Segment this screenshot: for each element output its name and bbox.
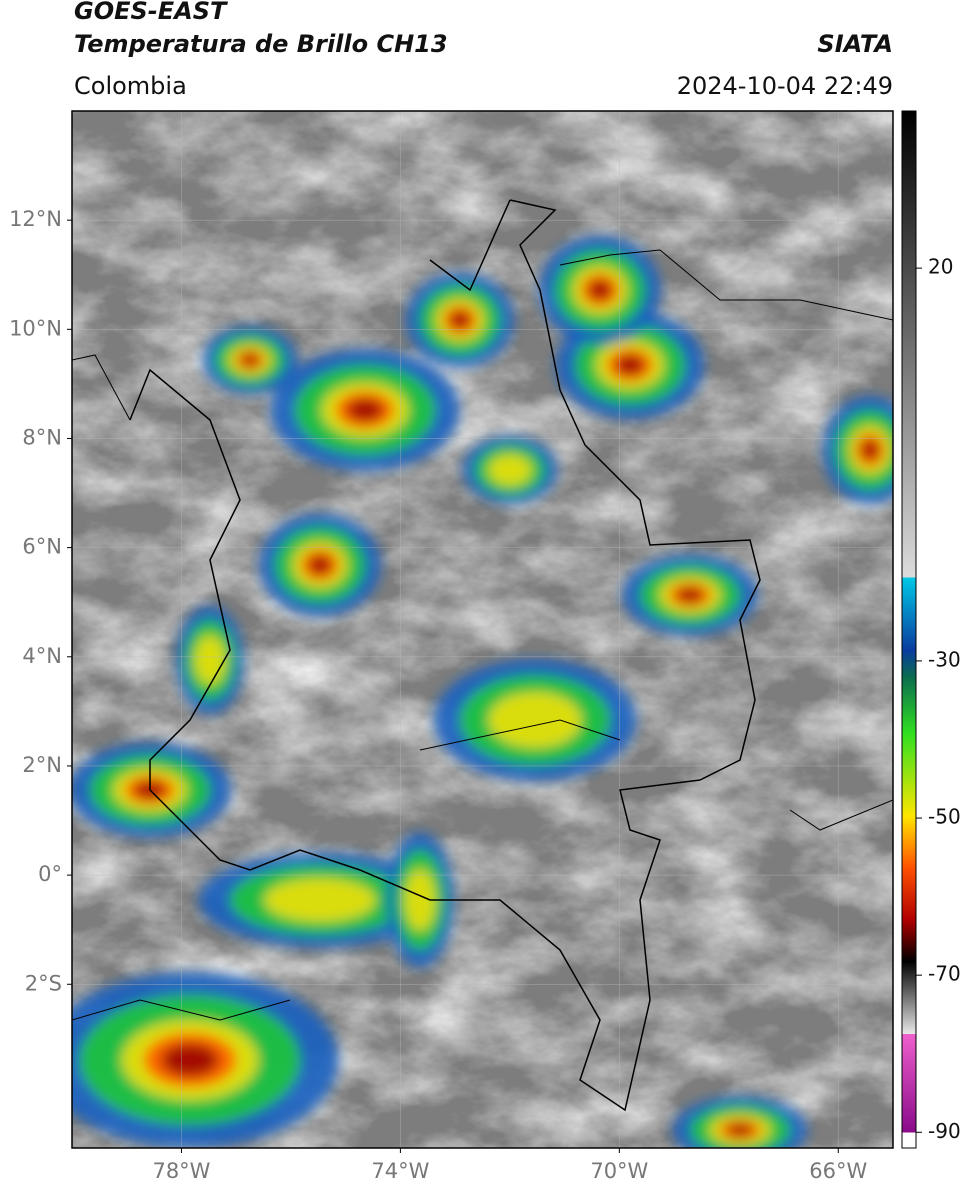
storm-cell xyxy=(677,587,703,603)
border xyxy=(129,199,761,1112)
storm-cell xyxy=(488,454,532,486)
storm-cell xyxy=(346,398,384,422)
border xyxy=(72,249,893,1021)
lat-tick-label: 4°N xyxy=(22,644,62,668)
storm-cell xyxy=(449,310,471,330)
lat-tick-label: 10°N xyxy=(9,316,62,340)
axes: 12°N 10°N 8°N 6°N 4°N 2°N 0° 2°S 78°W 74°W 70°W 66°… xyxy=(9,207,961,1183)
region: Colombia xyxy=(74,72,187,100)
storm-cell xyxy=(404,869,436,931)
satellite-image xyxy=(72,111,893,1148)
lon-tick-label: 78°W xyxy=(152,1159,210,1183)
colorbar xyxy=(901,110,917,1149)
lat-tick-label: 8°N xyxy=(22,425,62,449)
colorbar-tick-label: -50 xyxy=(928,805,961,829)
source: SIATA xyxy=(817,30,893,58)
storm-cell xyxy=(308,555,332,575)
lat-tick-label: 2°S xyxy=(25,971,62,995)
storm-cell xyxy=(615,354,645,376)
product: Temperatura de Brillo CH13 xyxy=(74,30,448,58)
graticule xyxy=(72,111,893,1148)
lat-tick-label: 12°N xyxy=(9,207,62,231)
colorbar-tick-label: -70 xyxy=(928,962,961,986)
storm-cell xyxy=(860,439,880,461)
map-frame xyxy=(71,110,894,1149)
storms xyxy=(72,236,893,1148)
colorbar-tick-label: 20 xyxy=(928,255,953,279)
lon-tick-label: 66°W xyxy=(809,1159,867,1183)
storm-cell xyxy=(588,279,612,301)
storm-cell xyxy=(488,692,582,748)
storm-cell xyxy=(194,635,226,685)
lat-tick-label: 2°N xyxy=(22,753,62,777)
storm-cell xyxy=(161,1043,219,1077)
storm-cell xyxy=(240,353,260,367)
storm-cell xyxy=(727,1123,753,1137)
lat-tick-label: 0° xyxy=(38,862,62,886)
datetime: 2024-10-04 22:49 xyxy=(677,72,893,100)
storm-cell xyxy=(264,878,376,922)
lon-tick-label: 70°W xyxy=(590,1159,648,1183)
colorbar-tick-label: -90 xyxy=(928,1119,961,1143)
satellite: GOES-EAST xyxy=(74,0,228,25)
colorbar-tick-label: -30 xyxy=(928,647,961,671)
lat-tick-label: 6°N xyxy=(22,535,62,559)
lon-tick-label: 74°W xyxy=(371,1159,429,1183)
